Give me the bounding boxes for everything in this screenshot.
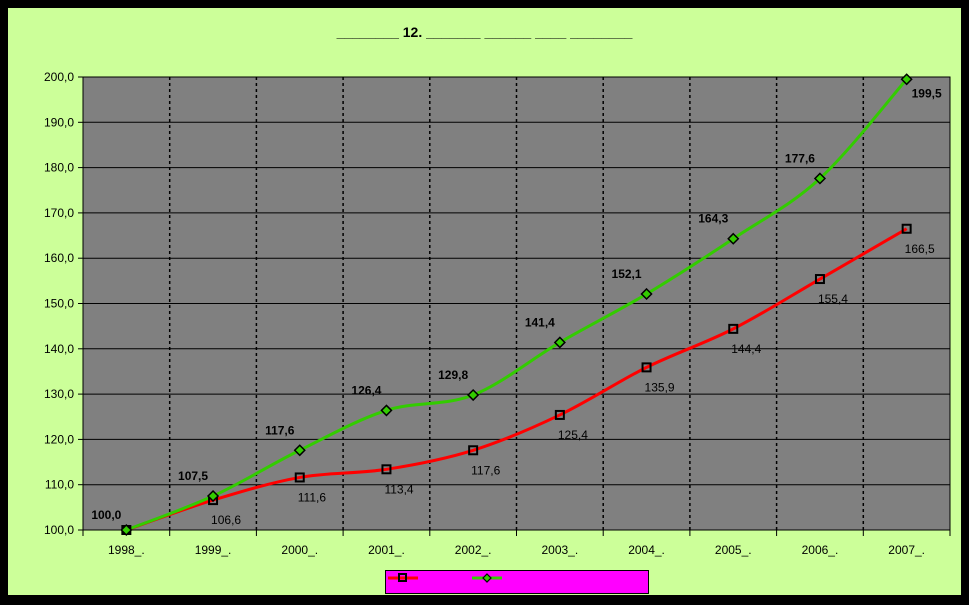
y-tick-label: 190,0 — [44, 115, 74, 129]
chart-title: ________ 12. _______ ______ ____ _______… — [336, 24, 633, 40]
data-label: 107,5 — [178, 469, 208, 483]
x-tick-label: 1998_. — [108, 543, 145, 557]
y-tick-label: 110,0 — [45, 478, 74, 492]
data-point-square — [381, 464, 392, 475]
data-label: 100,0 — [91, 508, 121, 522]
data-label: 129,8 — [438, 368, 468, 382]
x-tick-label: 2007_. — [888, 543, 925, 557]
data-label: 126,4 — [351, 383, 381, 397]
data-label: 164,3 — [698, 212, 728, 226]
data-label: 152,1 — [612, 267, 642, 281]
y-tick-label: 130,0 — [44, 387, 74, 401]
data-point-diamond — [206, 489, 220, 503]
data-label: 113,4 — [384, 482, 413, 496]
data-label: 166,5 — [905, 242, 935, 256]
x-tick-label: 2001_. — [368, 543, 405, 557]
data-label: 135,9 — [645, 380, 675, 394]
data-label: 125,4 — [558, 428, 588, 442]
data-point-square — [294, 472, 305, 483]
data-point-diamond — [727, 232, 740, 245]
legend-marker-square — [398, 573, 407, 582]
y-tick-label: 150,0 — [44, 297, 74, 311]
x-tick-label: 2002_. — [455, 543, 492, 557]
y-tick-label: 120,0 — [44, 432, 74, 446]
y-tick-label: 170,0 — [44, 206, 74, 220]
x-tick-label: 2006_. — [802, 543, 839, 557]
data-label: 106,6 — [211, 513, 241, 527]
y-tick-label: 180,0 — [44, 161, 74, 175]
x-tick-label: 2003_. — [541, 543, 578, 557]
data-point-diamond — [467, 388, 480, 402]
data-point-diamond — [553, 336, 566, 349]
data-point-diamond — [380, 404, 393, 417]
data-label: 155,4 — [818, 292, 848, 306]
data-point-square — [554, 409, 565, 420]
data-label: 117,6 — [265, 423, 295, 437]
data-point-diamond — [293, 444, 306, 457]
legend — [385, 570, 649, 594]
data-label: 177,6 — [785, 151, 815, 165]
data-label: 199,5 — [912, 86, 942, 100]
data-point-diamond — [120, 523, 133, 537]
data-point-square — [728, 323, 739, 334]
x-tick-label: 1999_. — [195, 543, 232, 557]
data-label: 117,6 — [471, 463, 500, 477]
x-tick-label: 2005_. — [715, 543, 752, 557]
x-tick-label: 2000_. — [281, 543, 318, 557]
data-label: 144,4 — [731, 342, 761, 356]
data-label: 111,6 — [298, 490, 327, 504]
y-tick-label: 140,0 — [44, 342, 74, 356]
data-point-square — [901, 223, 912, 234]
data-point-diamond — [900, 73, 913, 86]
series-line — [125, 227, 908, 532]
y-tick-label: 160,0 — [44, 251, 74, 265]
y-tick-label: 100,0 — [44, 523, 74, 537]
y-tick-label: 200,0 — [44, 70, 74, 84]
data-point-square — [468, 445, 479, 456]
series-line — [125, 78, 908, 532]
data-label: 141,4 — [525, 315, 555, 329]
x-tick-label: 2004_. — [628, 543, 665, 557]
data-point-diamond — [813, 172, 827, 185]
data-point-square — [814, 274, 825, 285]
legend-marker-diamond — [482, 573, 492, 583]
data-point-square — [641, 362, 652, 373]
data-point-diamond — [640, 287, 653, 301]
